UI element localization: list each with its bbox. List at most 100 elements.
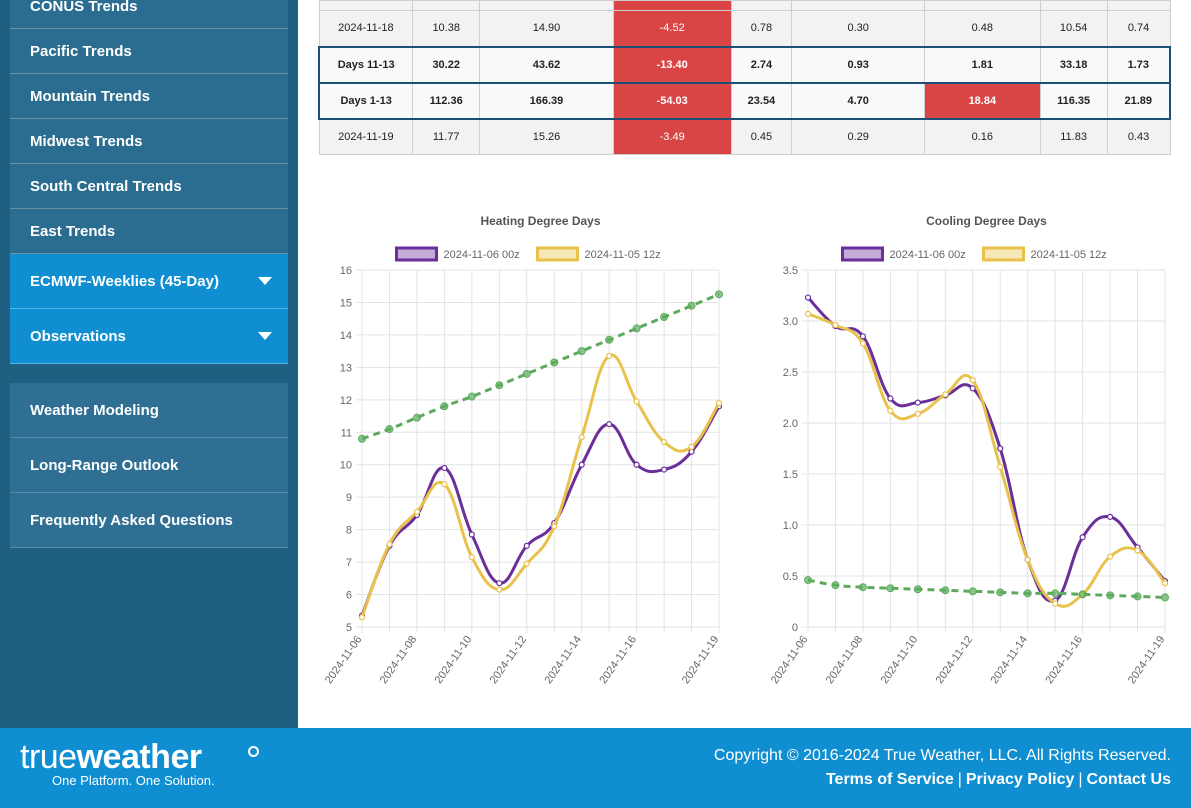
legend-item: 2024-11-06 00z [395, 246, 520, 262]
data-point [632, 324, 641, 333]
data-point [1078, 590, 1087, 599]
nav-weather-modeling[interactable]: Weather Modeling [10, 383, 288, 438]
data-point [804, 576, 812, 585]
y-tick-label: 3.0 [783, 316, 798, 328]
series-trend-line [804, 576, 1169, 602]
y-tick-label: 13 [340, 362, 352, 374]
nav-label: Pacific Trends [30, 42, 132, 60]
data-point [688, 443, 695, 450]
value-cell: 18.84 [923, 81, 1041, 120]
table-row: Days 11-13 30.22 43.62 -13.40 2.74 0.93 1.81 33… [318, 45, 1171, 84]
data-point [386, 541, 393, 548]
value-cell: 21.89 [1106, 81, 1171, 120]
header-cell [479, 0, 614, 11]
data-point [941, 586, 950, 595]
value-cell: 10.38 [412, 10, 481, 47]
data-point [996, 588, 1005, 597]
data-point [688, 448, 695, 455]
data-point [605, 335, 614, 344]
nav-ecmwf-weeklies[interactable]: ECMWF-Weeklies (45-Day) [10, 254, 288, 309]
nav-conus-trends[interactable]: CONUS Trends [10, 0, 288, 29]
y-tick-label: 3.5 [783, 265, 798, 277]
x-tick-label: 2024-11-16 [597, 634, 639, 686]
data-point [831, 581, 840, 590]
nav-observations[interactable]: Observations [10, 309, 288, 364]
data-point [1161, 580, 1169, 587]
data-point [413, 508, 421, 515]
nav-label: ECMWF-Weeklies (45-Day) [30, 272, 219, 290]
link-separator: | [1078, 771, 1083, 788]
data-point [440, 402, 449, 411]
table-body: 2024-11-18 10.38 14.90 -4.52 0.78 0.30 0.48 10.… [318, 0, 1171, 155]
data-point [859, 340, 867, 347]
data-point [523, 560, 530, 567]
data-point [660, 466, 668, 473]
legend-item: 2024-11-05 12z [982, 246, 1107, 262]
data-point [551, 523, 558, 530]
header-cell [612, 0, 732, 11]
nav-mountain-trends[interactable]: Mountain Trends [10, 74, 288, 119]
nav-label: Mountain Trends [30, 87, 150, 105]
nav-south-central-trends[interactable]: South Central Trends [10, 164, 288, 209]
data-point [687, 301, 696, 310]
value-cell: 0.43 [1106, 118, 1171, 155]
data-point [1133, 592, 1142, 601]
value-cell: 0.16 [923, 118, 1041, 155]
chart-svg: Heating Degree Days 2024-11-06 00z 2024-11… [323, 214, 723, 686]
value-cell: -13.40 [612, 45, 732, 84]
nav-faq[interactable]: Frequently Asked Questions [10, 493, 288, 548]
header-cell [1106, 0, 1171, 11]
contact-us-link[interactable]: Contact Us [1086, 771, 1171, 788]
trends-nav: CONUS Trends Pacific Trends Mountain Tre… [10, 0, 288, 364]
logo-ring-icon [248, 746, 259, 757]
y-tick-label: 15 [340, 297, 352, 309]
link-separator: | [957, 771, 962, 788]
series-line [358, 352, 723, 621]
value-cell: 1.73 [1106, 45, 1171, 84]
x-tick-label: 2024-11-14 [543, 634, 585, 686]
info-nav: Weather Modeling Long-Range Outlook Freq… [10, 383, 288, 548]
data-point [522, 369, 531, 378]
data-point [913, 585, 922, 594]
trueweather-logo[interactable]: trueweather One Platform. One Solution. [20, 738, 259, 788]
data-point [715, 290, 723, 299]
footer-links: Terms of Service | Privacy Policy | Contact … [826, 771, 1171, 789]
chart-title: Heating Degree Days [480, 214, 600, 228]
value-cell: 11.77 [412, 118, 481, 155]
x-tick-label: 2024-11-08 [378, 634, 420, 686]
header-cell [730, 0, 793, 11]
data-point [914, 399, 921, 406]
data-point [969, 377, 976, 384]
data-point [968, 587, 977, 596]
nav-midwest-trends[interactable]: Midwest Trends [10, 119, 288, 164]
degree-days-table: 2024-11-18 10.38 14.90 -4.52 0.78 0.30 0.48 10.… [318, 0, 1171, 155]
nav-label: CONUS Trends [30, 0, 138, 15]
value-cell: 166.39 [479, 81, 614, 120]
data-point [942, 391, 949, 398]
data-point [441, 464, 448, 472]
privacy-policy-link[interactable]: Privacy Policy [965, 771, 1075, 788]
y-tick-label: 16 [340, 265, 352, 277]
logo-text-light: true [20, 738, 77, 776]
data-point [1134, 547, 1141, 554]
series-trend-line [358, 290, 723, 443]
data-point [496, 580, 503, 587]
nav-pacific-trends[interactable]: Pacific Trends [10, 29, 288, 74]
data-point [859, 333, 867, 340]
heating-degree-days-chart: Heating Degree Days 2024-11-06 00z 2024-11… [318, 205, 758, 705]
data-point [358, 434, 366, 443]
nav-label: East Trends [30, 222, 116, 240]
legend-label: 2024-11-05 12z [1031, 249, 1107, 261]
series-path [807, 312, 1167, 608]
legend-swatch [395, 246, 438, 262]
nav-east-trends[interactable]: East Trends [10, 209, 288, 254]
terms-of-service-link[interactable]: Terms of Service [825, 771, 954, 788]
data-point [1023, 589, 1032, 598]
table-row: Days 1-13 112.36 166.39 -54.03 23.54 4.70 18.8… [318, 81, 1171, 120]
chart-svg: Cooling Degree Days 2024-11-06 00z 2024-11… [769, 214, 1169, 686]
y-tick-label: 10 [340, 460, 352, 472]
nav-long-range-outlook[interactable]: Long-Range Outlook [10, 438, 288, 493]
x-tick-label: 2024-11-08 [824, 634, 866, 686]
value-cell: -4.52 [612, 10, 732, 47]
nav-label: Midwest Trends [30, 132, 143, 150]
